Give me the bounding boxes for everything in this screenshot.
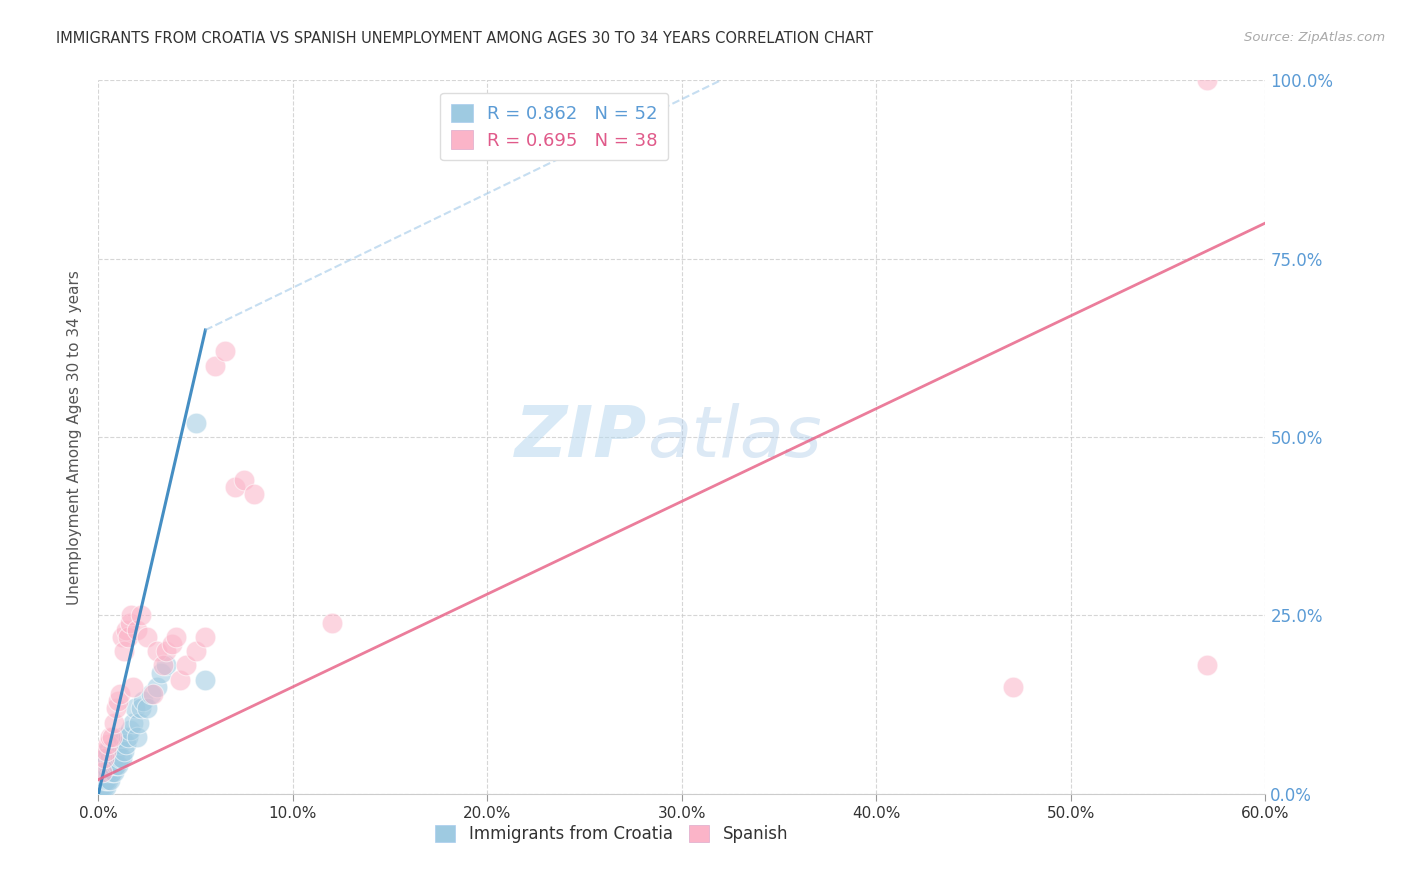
- Text: ZIP: ZIP: [515, 402, 647, 472]
- Point: [93, 765, 115, 780]
- Point: [114, 737, 136, 751]
- Point: [111, 630, 134, 644]
- Point: [96, 772, 118, 787]
- Point: [108, 687, 131, 701]
- Text: Source: ZipAtlas.com: Source: ZipAtlas.com: [1244, 31, 1385, 45]
- Point: [146, 644, 169, 658]
- Point: [96, 751, 118, 765]
- Point: [127, 730, 149, 744]
- Point: [111, 730, 134, 744]
- Y-axis label: Unemployment Among Ages 30 to 34 years: Unemployment Among Ages 30 to 34 years: [67, 269, 83, 605]
- Point: [142, 687, 165, 701]
- Point: [103, 765, 125, 780]
- Point: [194, 630, 217, 644]
- Point: [93, 758, 115, 772]
- Point: [101, 730, 124, 744]
- Point: [97, 758, 120, 772]
- Point: [127, 623, 149, 637]
- Point: [91, 765, 114, 780]
- Point: [98, 758, 121, 772]
- Point: [184, 416, 207, 430]
- Point: [121, 608, 143, 623]
- Point: [165, 630, 187, 644]
- Point: [108, 751, 131, 765]
- Point: [89, 780, 111, 794]
- Point: [136, 701, 159, 715]
- Point: [107, 737, 129, 751]
- Point: [1195, 658, 1218, 673]
- Point: [98, 772, 121, 787]
- Point: [91, 780, 114, 794]
- Point: [112, 644, 135, 658]
- Point: [162, 637, 184, 651]
- Point: [122, 680, 145, 694]
- Point: [89, 772, 111, 787]
- Point: [93, 780, 115, 794]
- Point: [93, 772, 115, 787]
- Point: [118, 723, 141, 737]
- Point: [136, 630, 159, 644]
- Point: [224, 480, 246, 494]
- Point: [155, 644, 177, 658]
- Point: [214, 344, 236, 359]
- Point: [117, 630, 139, 644]
- Point: [97, 772, 120, 787]
- Point: [129, 701, 152, 715]
- Point: [112, 744, 135, 758]
- Point: [97, 765, 120, 780]
- Point: [93, 751, 115, 765]
- Point: [1195, 73, 1218, 87]
- Point: [114, 623, 136, 637]
- Point: [98, 751, 121, 765]
- Point: [96, 765, 118, 780]
- Point: [155, 658, 177, 673]
- Point: [101, 765, 124, 780]
- Point: [321, 615, 343, 630]
- Point: [96, 780, 118, 794]
- Point: [101, 758, 124, 772]
- Point: [204, 359, 226, 373]
- Point: [104, 758, 127, 772]
- Point: [243, 487, 266, 501]
- Point: [124, 701, 146, 715]
- Point: [132, 694, 155, 708]
- Point: [91, 772, 114, 787]
- Legend: Immigrants from Croatia, Spanish: Immigrants from Croatia, Spanish: [429, 818, 794, 850]
- Point: [104, 701, 127, 715]
- Point: [169, 673, 191, 687]
- Point: [91, 765, 114, 780]
- Point: [103, 715, 125, 730]
- Point: [101, 744, 124, 758]
- Point: [97, 744, 120, 758]
- Point: [107, 758, 129, 772]
- Point: [122, 715, 145, 730]
- Point: [129, 608, 152, 623]
- Point: [104, 744, 127, 758]
- Point: [194, 673, 217, 687]
- Point: [108, 737, 131, 751]
- Point: [96, 744, 118, 758]
- Point: [146, 680, 169, 694]
- Point: [97, 737, 120, 751]
- Point: [174, 658, 197, 673]
- Point: [149, 665, 172, 680]
- Point: [184, 644, 207, 658]
- Point: [152, 658, 174, 673]
- Point: [233, 473, 256, 487]
- Point: [89, 765, 111, 780]
- Point: [1001, 680, 1024, 694]
- Point: [91, 758, 114, 772]
- Text: IMMIGRANTS FROM CROATIA VS SPANISH UNEMPLOYMENT AMONG AGES 30 TO 34 YEARS CORREL: IMMIGRANTS FROM CROATIA VS SPANISH UNEMP…: [56, 31, 873, 46]
- Point: [107, 694, 129, 708]
- Point: [103, 751, 125, 765]
- Point: [128, 715, 150, 730]
- Point: [117, 730, 139, 744]
- Point: [139, 687, 162, 701]
- Point: [118, 615, 141, 630]
- Point: [98, 730, 121, 744]
- Point: [111, 751, 134, 765]
- Text: atlas: atlas: [647, 402, 821, 472]
